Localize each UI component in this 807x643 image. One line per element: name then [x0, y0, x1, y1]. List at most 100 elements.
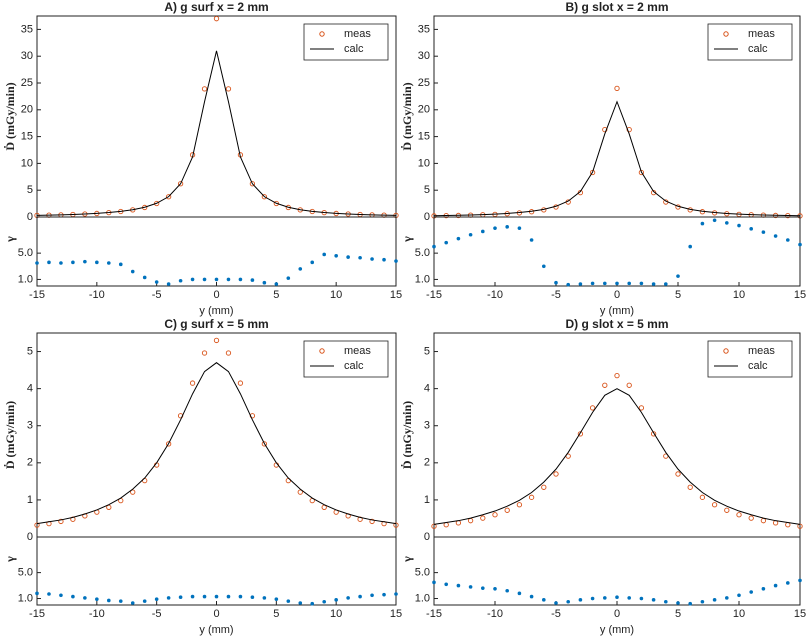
data-point — [71, 260, 75, 265]
data-point — [650, 431, 657, 437]
x-tick-label: 0 — [213, 289, 219, 301]
data-point — [202, 594, 207, 599]
data-point — [58, 518, 64, 525]
data-point — [773, 583, 778, 588]
data-point — [516, 502, 523, 508]
data-point — [493, 587, 497, 591]
legend-box — [707, 340, 793, 378]
data-point — [238, 594, 243, 599]
data-point — [261, 441, 268, 447]
data-point — [736, 512, 742, 518]
legend-label: calc — [748, 360, 768, 372]
data-point — [626, 126, 632, 133]
data-point — [737, 223, 741, 228]
data-point — [166, 596, 171, 600]
data-point — [467, 518, 474, 524]
data-point — [651, 598, 656, 602]
data-point — [748, 515, 754, 521]
data-point — [130, 601, 135, 605]
data-point — [322, 252, 327, 257]
data-point — [226, 277, 231, 282]
chart-title: D) g slot x = 5 mm — [565, 317, 668, 331]
data-point — [760, 518, 767, 524]
data-point — [35, 261, 39, 265]
data-point — [178, 278, 183, 283]
data-point — [59, 261, 63, 265]
data-point — [83, 259, 87, 264]
data-point — [688, 244, 692, 249]
data-point — [190, 277, 195, 282]
x-tick-label: 0 — [614, 289, 620, 301]
data-point — [615, 281, 619, 286]
y-tick-label: 10 — [418, 157, 430, 169]
y-tick-label: 5 — [27, 345, 33, 357]
y-axis-label: Ḋ (mGy/min) — [400, 82, 414, 150]
data-point — [517, 591, 522, 596]
data-point — [83, 596, 87, 600]
x-tick-label: 15 — [794, 289, 806, 301]
x-axis-label: y (mm) — [199, 624, 233, 636]
data-point — [481, 229, 485, 234]
data-point — [394, 259, 398, 263]
data-point — [262, 596, 267, 600]
data-point — [34, 522, 40, 528]
legend-marker — [319, 348, 325, 354]
data-point — [130, 489, 136, 495]
data-point — [517, 226, 522, 230]
data-point — [456, 236, 461, 241]
y-axis-label: Ḋ (mGy/min) — [400, 401, 414, 469]
data-line — [433, 100, 801, 217]
data-point — [481, 586, 485, 590]
data-point — [504, 507, 510, 513]
y-tick-label: 0 — [424, 211, 430, 223]
data-point — [786, 581, 790, 585]
data-point — [189, 380, 196, 386]
axes-box — [36, 216, 397, 287]
data-point — [554, 280, 558, 285]
data-point — [577, 431, 584, 437]
data-point — [214, 594, 219, 599]
y-tick-label: 1.0 — [18, 592, 33, 604]
y-tick-label: 1.0 — [415, 592, 430, 604]
y-tick-label: 5 — [424, 345, 430, 357]
y-axis-label: Ḋ (mGy/min) — [3, 401, 17, 469]
data-point — [554, 601, 558, 605]
y-tick-label: 35 — [21, 23, 33, 35]
y-axis-label: γ — [3, 236, 17, 243]
data-point — [261, 194, 268, 200]
data-point — [225, 86, 232, 92]
y-tick-label: 5.0 — [415, 247, 430, 259]
data-point — [468, 585, 473, 589]
data-point — [589, 169, 596, 176]
chart-title: B) g slot x = 2 mm — [565, 0, 668, 14]
x-tick-label: -15 — [426, 289, 442, 301]
data-point — [590, 596, 595, 601]
chart-title: C) g surf x = 5 mm — [164, 317, 268, 331]
data-point — [773, 234, 778, 238]
data-point — [590, 281, 595, 286]
data-point — [286, 599, 291, 603]
data-point — [59, 593, 63, 598]
x-axis-label: y (mm) — [600, 305, 634, 317]
data-line — [36, 50, 397, 216]
data-point — [724, 507, 730, 513]
data-point — [358, 594, 362, 599]
data-point — [358, 255, 362, 260]
data-point — [297, 489, 303, 495]
data-point — [761, 230, 766, 234]
x-axis-label: y (mm) — [199, 305, 233, 317]
x-tick-label: 0 — [614, 608, 620, 620]
data-point — [237, 380, 244, 386]
x-tick-label: 10 — [733, 608, 745, 620]
data-point — [651, 282, 656, 286]
data-point — [542, 598, 546, 602]
legend-label: meas — [344, 345, 371, 357]
data-point — [603, 281, 607, 286]
data-point — [699, 494, 706, 500]
data-point — [334, 253, 338, 258]
x-tick-label: -10 — [487, 608, 503, 620]
data-point — [201, 86, 208, 92]
data-point — [213, 337, 220, 344]
data-point — [214, 277, 219, 282]
